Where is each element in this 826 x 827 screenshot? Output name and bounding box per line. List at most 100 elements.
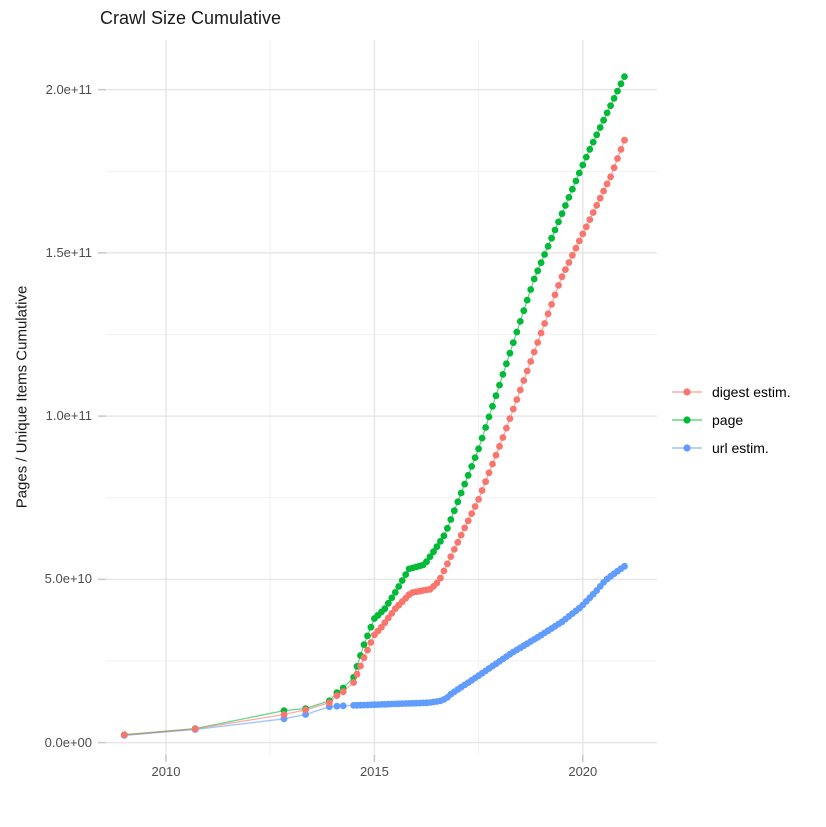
- axis-ticks: [98, 88, 584, 762]
- data-point-page: [398, 577, 406, 584]
- data-point-digest-estim: [523, 367, 531, 375]
- chart-title: Crawl Size Cumulative: [100, 8, 282, 28]
- data-point-page: [367, 623, 375, 631]
- data-point-digest-estim: [437, 574, 444, 582]
- data-point-page: [621, 73, 628, 80]
- data-point-digest-estim: [558, 273, 566, 281]
- data-point-digest-estim: [555, 282, 562, 289]
- data-point-digest-estim: [120, 731, 128, 739]
- data-point-page: [471, 454, 479, 461]
- data-point-page: [534, 267, 542, 275]
- data-point-digest-estim: [360, 654, 368, 662]
- data-point-page: [565, 194, 573, 201]
- data-point-page: [569, 185, 576, 193]
- y-axis-title: Pages / Unique Items Cumulative: [13, 285, 31, 509]
- data-point-digest-estim: [475, 496, 482, 503]
- data-point-digest-estim: [509, 405, 517, 413]
- data-point-digest-estim: [450, 546, 458, 553]
- data-point-digest-estim: [617, 146, 625, 153]
- data-point-page: [548, 234, 555, 242]
- data-point-digest-estim: [492, 451, 500, 459]
- data-point-digest-estim: [593, 201, 601, 209]
- data-point-page: [544, 242, 552, 250]
- data-point-url-estim: [621, 562, 628, 570]
- data-point-digest-estim: [191, 725, 199, 733]
- data-point-digest-estim: [537, 329, 545, 337]
- data-point-digest-estim: [440, 567, 448, 575]
- data-point-digest-estim: [565, 259, 573, 266]
- data-point-page: [582, 153, 590, 161]
- data-point-digest-estim: [503, 424, 510, 432]
- data-point-digest-estim: [447, 553, 455, 560]
- data-point-page: [520, 307, 528, 315]
- x-tick-label: 2020: [568, 764, 598, 779]
- data-point-digest-estim: [569, 251, 576, 259]
- data-point-page: [513, 328, 521, 336]
- data-point-page: [523, 296, 531, 304]
- data-point-page: [381, 605, 389, 613]
- y-tick-label: 1.5e+11: [45, 244, 92, 260]
- data-point-digest-estim: [364, 646, 371, 654]
- data-point-page: [384, 599, 392, 607]
- data-point-page: [503, 360, 510, 368]
- data-point-digest-estim: [326, 699, 333, 707]
- data-point-digest-estim: [464, 517, 472, 525]
- data-point-digest-estim: [485, 469, 493, 477]
- data-point-page: [402, 571, 410, 578]
- data-point-digest-estim: [357, 662, 364, 670]
- x-tick-label: 2015: [359, 764, 389, 779]
- data-point-page: [579, 161, 587, 169]
- data-point-digest-estim: [350, 679, 357, 686]
- data-point-digest-estim: [586, 216, 594, 224]
- data-point-page: [482, 424, 489, 431]
- data-point-page: [551, 226, 559, 234]
- data-point-page: [475, 445, 482, 453]
- data-point-page: [496, 381, 503, 389]
- data-point-url-estim: [339, 702, 347, 710]
- data-point-digest-estim: [478, 487, 486, 494]
- data-point-page: [509, 339, 517, 346]
- data-point-page: [485, 413, 493, 421]
- data-point-page: [506, 349, 514, 357]
- data-point-page: [537, 259, 545, 267]
- legend-key-icon: [672, 388, 702, 396]
- data-point-page: [457, 489, 465, 497]
- data-point-digest-estim: [520, 377, 528, 384]
- data-point-page: [593, 131, 601, 139]
- data-point-page: [478, 434, 486, 442]
- data-point-digest-estim: [596, 194, 604, 202]
- legend-item-page: page: [670, 406, 791, 434]
- data-point-page: [527, 286, 535, 293]
- data-point-page: [499, 371, 507, 378]
- data-point-digest-estim: [572, 244, 580, 252]
- data-point-page: [575, 169, 583, 177]
- data-point-digest-estim: [471, 503, 479, 510]
- data-point-digest-estim: [506, 415, 514, 422]
- data-point-page: [589, 138, 597, 146]
- legend: digest estim. page url estim.: [670, 378, 791, 462]
- data-point-url-estim: [333, 702, 341, 710]
- data-point-digest-estim: [280, 711, 288, 718]
- data-point-digest-estim: [544, 310, 552, 318]
- data-point-digest-estim: [468, 510, 476, 517]
- legend-item-url-estim: url estim.: [670, 434, 791, 462]
- data-point-page: [450, 507, 458, 515]
- data-point-digest-estim: [603, 180, 611, 188]
- data-point-digest-estim: [534, 339, 542, 346]
- data-point-page: [437, 537, 444, 545]
- data-point-page: [516, 318, 524, 325]
- data-point-digest-estim: [384, 614, 392, 622]
- y-tick-label: 1.0e+11: [45, 408, 92, 424]
- x-tick-label: 2010: [151, 764, 181, 779]
- data-point-digest-estim: [433, 579, 441, 587]
- data-point-digest-estim: [333, 692, 341, 699]
- data-point-digest-estim: [516, 386, 524, 394]
- data-point-digest-estim: [444, 560, 451, 568]
- series-url-estim: [120, 562, 628, 739]
- data-point-digest-estim: [541, 320, 548, 327]
- data-point-page: [572, 177, 580, 185]
- data-point-page: [492, 392, 500, 400]
- legend-item-digest-estim: digest estim.: [670, 378, 791, 406]
- data-point-digest-estim: [489, 460, 496, 468]
- data-point-digest-estim: [454, 538, 462, 546]
